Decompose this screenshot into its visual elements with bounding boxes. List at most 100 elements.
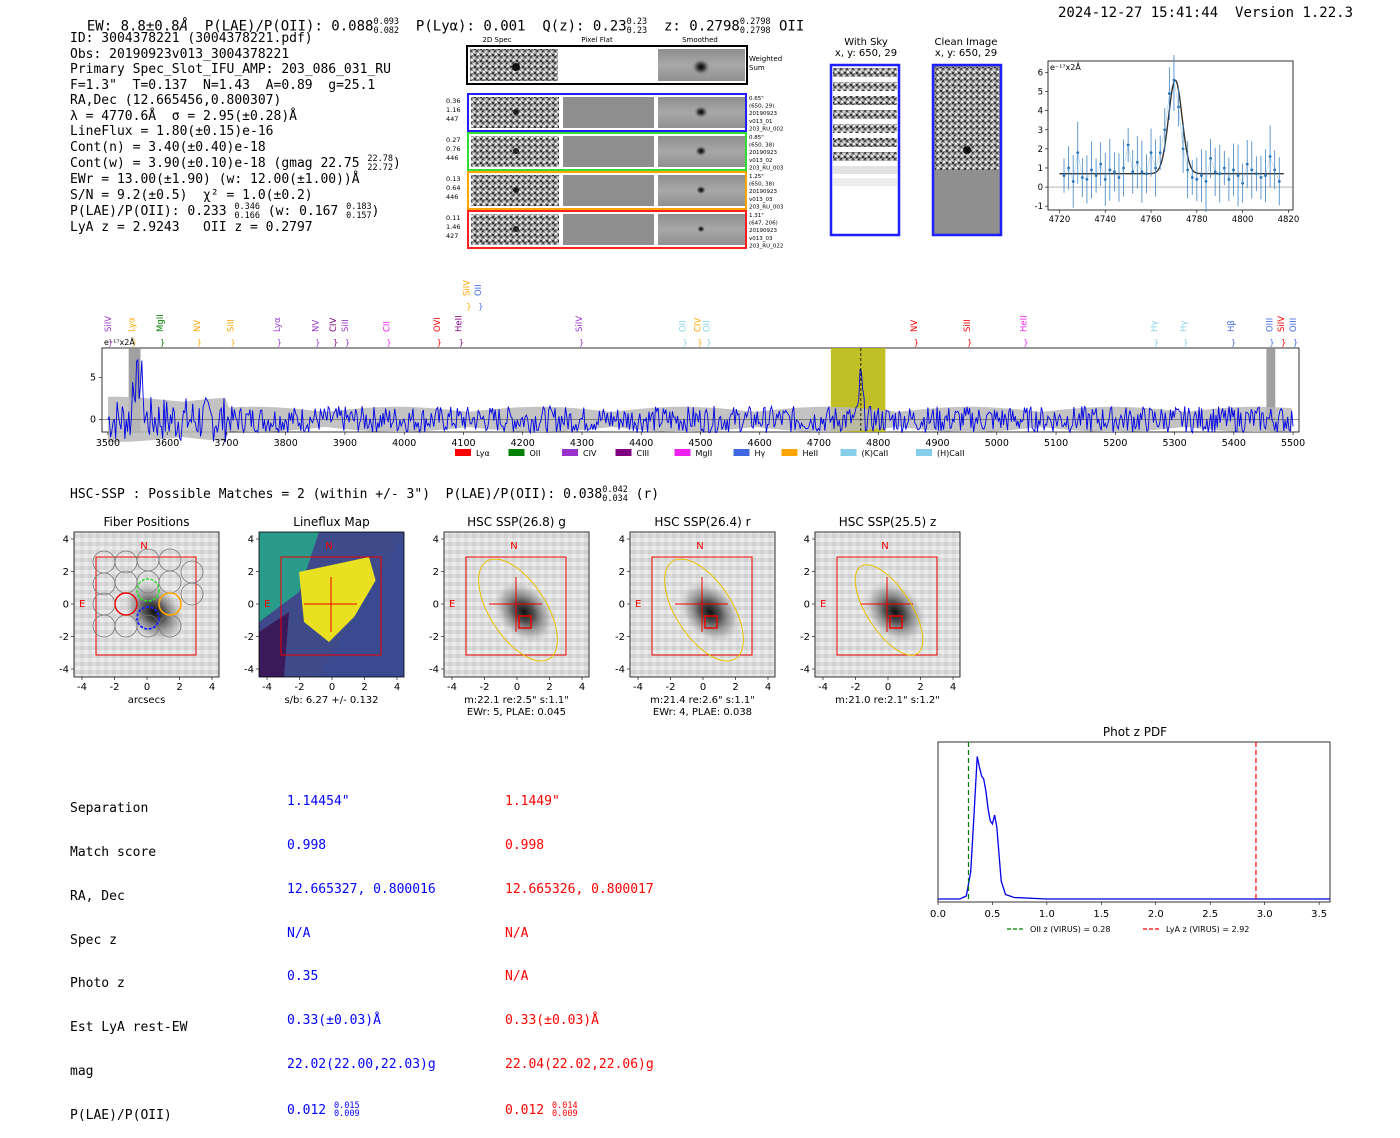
legend-swatch xyxy=(455,449,471,456)
east-label: E xyxy=(449,599,455,610)
hsc-ytick-label: 0 xyxy=(619,600,625,611)
line-label-brace: } xyxy=(1269,338,1274,347)
line-label-brace: } xyxy=(386,338,391,347)
zoom-marks: 4720 4740 4760 4780 4800 4820 -1 0 1 2 3 4 5 6 xyxy=(1035,55,1299,225)
header-summary: EW: 8.8±0.8Å P(LAE)/P(OII): 0.088 0.093 0.… xyxy=(86,17,805,36)
cutout-2dspec-source xyxy=(513,226,519,232)
cutout-row-left-value: 0.76 xyxy=(446,145,460,153)
line-label-brace: } xyxy=(706,338,711,347)
masked-region xyxy=(1266,348,1276,432)
hsc-caption: arcsecs xyxy=(128,695,166,706)
pdf-xtick-label: 3.5 xyxy=(1311,909,1327,920)
hsc-panel-frame xyxy=(258,531,405,678)
qz-value: Q(z): 0.23 xyxy=(542,18,627,35)
full-ytick-label: 5 xyxy=(90,372,96,383)
blue-value: 0.998 xyxy=(287,837,327,853)
hsc-caption: m:21.4 re:2.6" s:1.1" xyxy=(650,695,755,706)
full-spectrum-chart: SiIV}Lyα}MgII}NV}SiII}Lyα}NV}CIV}SiII}CI… xyxy=(90,280,1305,458)
pdf-xtick-label: 1.5 xyxy=(1093,909,1109,920)
line-label-brace: } xyxy=(478,302,483,311)
full-xtick-label: 3500 xyxy=(96,438,120,449)
hsc-xtick-label: 4 xyxy=(579,682,585,693)
cutout-2dspec-source xyxy=(513,109,519,115)
hsc-xtick-label: -2 xyxy=(480,682,490,693)
full-unit-label: e⁻¹⁷x2Å xyxy=(104,336,135,347)
z-value: z: 0.2798 xyxy=(663,18,740,35)
row-label: Est LyA rest-EW xyxy=(70,1020,188,1036)
photz-marks: 0.0 0.5 1.0 1.5 2.0 2.5 3.0 3.5 OII z (VIRUS) = … xyxy=(930,742,1330,934)
legend-swatch xyxy=(916,449,932,456)
zoom-data-point xyxy=(1277,179,1281,183)
zoom-ytick-label: 2 xyxy=(1038,145,1043,155)
full-xtick-label: 4400 xyxy=(629,438,653,449)
hsc-panel: Lineflux Map N E -4 -4 -2 -2 0 0 2 2 4 4 s/b: 6.27 +/… xyxy=(244,515,405,706)
north-label: N xyxy=(696,541,703,552)
hsc-ytick-label: -2 xyxy=(800,632,810,643)
pdf-xtick-label: 2.0 xyxy=(1148,909,1164,920)
cutout-row-left-value: 427 xyxy=(446,232,458,240)
photz-frame xyxy=(937,741,1331,903)
z-line: OII xyxy=(779,18,805,35)
line-label-brace: } xyxy=(437,338,442,347)
hsc-xtick-label: -2 xyxy=(295,682,305,693)
hsc-caption-2: EWr: 4, PLAE: 0.038 xyxy=(653,707,752,718)
line-label: SiII xyxy=(227,319,237,332)
hsc-xtick-label: 0 xyxy=(144,682,150,693)
legend-swatch xyxy=(508,449,525,456)
fiber-orange xyxy=(158,592,182,616)
hsc-ytick-label: -4 xyxy=(800,665,810,676)
info-plae: P(LAE)/P(OII): 0.233 0.346 0.166 (w: 0.16… xyxy=(70,202,380,221)
cutout-smoothed-source xyxy=(696,185,706,195)
cutout-row-left-value: 0.13 xyxy=(446,175,460,183)
timestamp-version: 2024-12-27 15:41:44 Version 1.22.3 xyxy=(1058,5,1353,21)
cutout-row-right-value: 203_RU_003 xyxy=(749,204,784,210)
match-ellipse xyxy=(664,558,744,662)
full-xtick-label: 3900 xyxy=(333,438,357,449)
line-label-brace: } xyxy=(1154,338,1159,347)
line-label-brace: } xyxy=(315,338,320,347)
zoom-xtick-label: 4780 xyxy=(1186,215,1208,225)
pdf-legend-oii: OII z (VIRUS) = 0.28 xyxy=(1030,925,1110,934)
blue-value: 0.012 0.015 0.009 xyxy=(287,1100,360,1120)
galaxy-blob xyxy=(493,581,555,643)
hsc-panel-title: HSC SSP(26.4) r xyxy=(654,515,750,529)
pdf-xtick-label: 0.0 xyxy=(930,909,946,920)
red-value: N/A xyxy=(505,925,529,941)
full-xtick-label: 4800 xyxy=(866,438,890,449)
east-label: E xyxy=(820,599,826,610)
line-label-brace: } xyxy=(967,338,972,347)
cutout-row-left-value: 0.11 xyxy=(446,214,460,222)
hsc-xtick-label: 2 xyxy=(917,682,923,693)
masked-region xyxy=(128,348,141,432)
weighted-smoothed-source xyxy=(692,59,710,75)
legend-swatch xyxy=(615,449,632,456)
line-label-brace: } xyxy=(914,338,919,347)
with-sky-panel xyxy=(829,63,901,237)
hsc-panel-title: Fiber Positions xyxy=(103,515,189,529)
hsc-ytick-label: 2 xyxy=(619,567,625,578)
line-label: SiIV xyxy=(462,280,472,296)
fiber-red xyxy=(114,592,138,616)
legend-label: CIII xyxy=(637,449,650,458)
pdf-xtick-label: 1.0 xyxy=(1039,909,1055,920)
line-label: NV xyxy=(910,320,920,332)
info-id: ID: 3004378221 (3004378221.pdf) xyxy=(70,31,313,46)
hsc-ytick-label: 2 xyxy=(63,567,69,578)
line-label: HeII xyxy=(1019,315,1029,332)
cutout-row-right-value: 20190923 xyxy=(749,228,777,234)
plae-value: P(LAE)/P(OII): 0.088 xyxy=(204,18,374,35)
blue-value: 1.14454" xyxy=(287,794,350,810)
hsc-xtick-label: -2 xyxy=(666,682,676,693)
hsc-ytick-label: 2 xyxy=(433,567,439,578)
hsc-xtick-label: -4 xyxy=(818,682,828,693)
full-xtick-label: 5500 xyxy=(1281,438,1305,449)
line-label-brace: } xyxy=(345,338,350,347)
cutout-row-right-value: (647, 206) xyxy=(749,221,778,227)
pdf-xtick-label: 0.5 xyxy=(984,909,1000,920)
blue-value: 0.33(±0.03)Å xyxy=(287,1013,381,1029)
hsc-xtick-label: 2 xyxy=(546,682,552,693)
hsc-xtick-label: -4 xyxy=(633,682,643,693)
hsc-ytick-label: 4 xyxy=(433,535,439,546)
hsc-panel: Fiber Positions N E -4 -4 -2 -2 0 0 2 2 4 4 arcsecs xyxy=(59,515,220,706)
hsc-xtick-label: 4 xyxy=(950,682,956,693)
